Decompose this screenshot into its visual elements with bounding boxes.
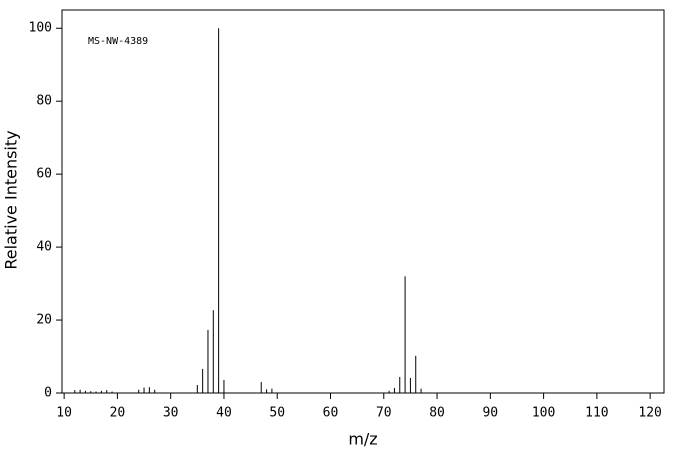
x-tick-label: 10 [56,406,72,421]
x-tick-label: 120 [638,406,661,421]
x-tick-label: 30 [163,406,179,421]
x-axis-label: m/z [348,430,377,449]
y-axis-label: Relative Intensity [2,130,21,269]
x-tick-label: 110 [585,406,608,421]
x-tick-label: 20 [110,406,126,421]
annotation: MS-NW-4389 [88,36,148,47]
plot-frame [61,9,665,394]
x-tick-label: 100 [532,406,555,421]
x-tick-label: 50 [269,406,285,421]
x-tick-label: 70 [376,406,392,421]
y-tick-label: 80 [36,94,52,109]
y-tick-label: 60 [36,167,52,182]
y-tick-label: 20 [36,313,52,328]
x-tick-label: 40 [216,406,232,421]
y-tick-label: 0 [44,386,52,401]
x-tick-label: 90 [482,406,498,421]
x-tick-label: 80 [429,406,445,421]
x-tick-label: 60 [323,406,339,421]
y-tick-label: 100 [29,21,52,36]
y-tick-label: 40 [36,240,52,255]
